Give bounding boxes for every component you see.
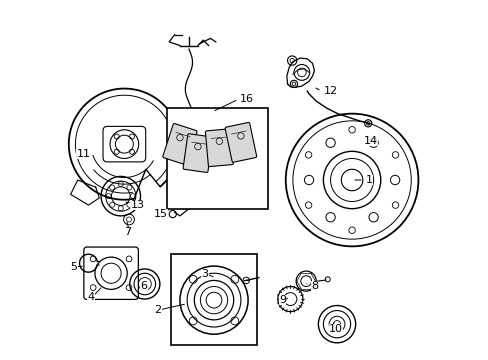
Text: 11: 11 — [77, 149, 90, 159]
Text: 12: 12 — [323, 86, 337, 96]
Bar — [167, 108, 267, 209]
Text: 3: 3 — [201, 269, 208, 279]
FancyBboxPatch shape — [163, 123, 197, 165]
Text: 9: 9 — [278, 295, 285, 305]
Text: 15: 15 — [154, 209, 168, 219]
FancyBboxPatch shape — [183, 134, 212, 172]
Bar — [171, 253, 257, 345]
Text: 4: 4 — [87, 292, 94, 302]
Text: 2: 2 — [154, 305, 161, 315]
FancyBboxPatch shape — [224, 122, 256, 162]
Text: 5: 5 — [70, 262, 77, 272]
Text: 16: 16 — [240, 94, 254, 104]
Text: 13: 13 — [130, 200, 144, 210]
Text: 6: 6 — [140, 281, 147, 291]
Text: 14: 14 — [363, 136, 377, 145]
Text: 7: 7 — [124, 227, 131, 237]
FancyBboxPatch shape — [205, 129, 233, 167]
Text: 1: 1 — [365, 175, 372, 185]
Text: 10: 10 — [328, 324, 342, 334]
Text: 8: 8 — [310, 281, 317, 291]
